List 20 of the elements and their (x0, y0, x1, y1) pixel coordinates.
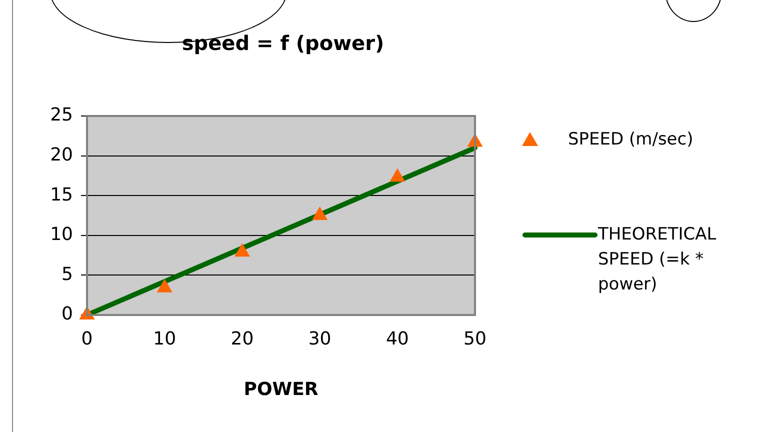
y-tick-label: 5 (62, 264, 73, 285)
x-tick-label: 0 (81, 328, 93, 350)
x-tick-label: 50 (464, 328, 486, 350)
point (312, 206, 328, 220)
chart-title: speed = f (power) (182, 31, 384, 56)
point (156, 278, 172, 292)
point (390, 168, 406, 182)
legend-label: SPEED (m/sec) (568, 129, 694, 150)
legend-label: THEORETICAL SPEED (=k * power) (597, 224, 717, 294)
point (234, 243, 250, 257)
x-axis-title: POWER (244, 378, 318, 400)
x-tick-label: 20 (230, 328, 254, 350)
y-tick-label: 25 (50, 104, 73, 126)
x-tick-label: 30 (308, 328, 332, 350)
x-tick-label: 40 (386, 328, 409, 350)
y-tick-label: 10 (50, 224, 73, 246)
x-tick-label: 10 (153, 328, 176, 350)
y-tick-label: 0 (62, 304, 73, 325)
y-tick-label: 15 (50, 184, 73, 206)
y-tick-label: 20 (50, 144, 73, 166)
